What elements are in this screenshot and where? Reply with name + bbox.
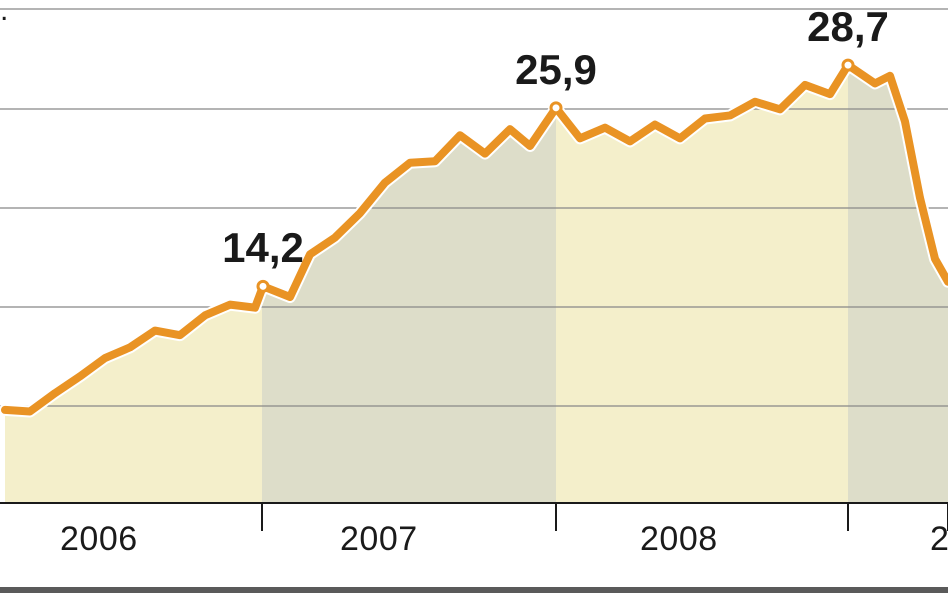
x-axis-label: 2008: [640, 520, 718, 559]
axis-fragment-text: .: [0, 0, 8, 28]
x-axis-label: 2007: [340, 520, 418, 559]
value-label: 14,2: [222, 224, 304, 272]
chart-svg: [0, 0, 948, 593]
value-label: 25,9: [515, 46, 597, 94]
line-chart: . 2006 2007 2008 2 14,2 25,9 28,7: [0, 0, 948, 593]
x-axis-label: 2006: [60, 520, 138, 559]
value-label: 28,7: [807, 3, 889, 51]
x-axis-label: 2: [930, 520, 948, 559]
bottom-bar: [0, 587, 948, 593]
